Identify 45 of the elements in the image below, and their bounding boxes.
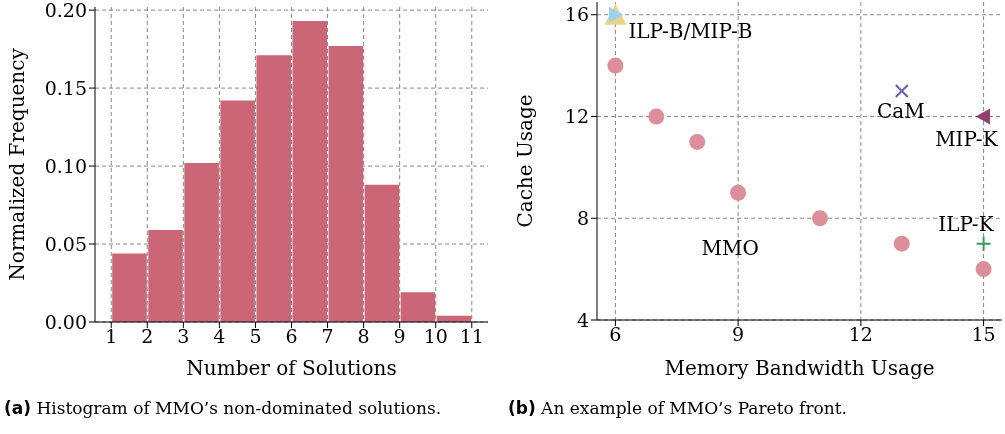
point bbox=[894, 84, 909, 99]
x-tick-label: 9 bbox=[393, 325, 406, 348]
x-tick-label: 9 bbox=[732, 323, 745, 346]
x-tick-label: 7 bbox=[321, 325, 334, 348]
point bbox=[893, 235, 910, 252]
y-tick-label: 4 bbox=[576, 308, 589, 331]
x-tick-label: 1 bbox=[105, 325, 118, 348]
point bbox=[648, 108, 665, 125]
series-label: ILP-K bbox=[938, 211, 995, 236]
point bbox=[689, 133, 706, 150]
y-tick-label: 0.15 bbox=[44, 76, 87, 99]
x-tick-label: 5 bbox=[249, 325, 262, 348]
y-tick-label: 0.20 bbox=[44, 0, 87, 21]
series-label: ILP-B/MIP-B bbox=[628, 18, 753, 43]
text: (b) An example of MMO’s Pareto front. bbox=[508, 398, 847, 418]
x-tick-label: 15 bbox=[971, 323, 996, 346]
y-tick-label: 0.00 bbox=[44, 310, 87, 333]
x-tick-label: 4 bbox=[213, 325, 226, 348]
point bbox=[975, 235, 992, 252]
x-tick-label: 12 bbox=[848, 323, 873, 346]
point bbox=[975, 261, 992, 278]
series-label: MIP-K bbox=[935, 127, 999, 152]
point bbox=[607, 57, 624, 74]
series-label: MMO bbox=[701, 235, 759, 260]
x-tick-label: 3 bbox=[177, 325, 190, 348]
y-tick-label: 16 bbox=[564, 3, 589, 26]
point bbox=[811, 210, 828, 227]
x-tick-label: 11 bbox=[459, 325, 484, 348]
x-tick-label: 10 bbox=[423, 325, 448, 348]
x-tick-label: 6 bbox=[609, 323, 622, 346]
point bbox=[975, 108, 990, 125]
x-tick-label: 2 bbox=[141, 325, 154, 348]
point bbox=[730, 184, 747, 201]
text: (a) Histogram of MMO’s non-dominated solutions. bbox=[4, 398, 442, 418]
x-axis-title: Memory Bandwidth Usage bbox=[664, 356, 935, 380]
y-axis-title: Normalized Frequency bbox=[5, 47, 29, 281]
x-tick-label: 8 bbox=[357, 325, 370, 348]
y-tick-label: 0.10 bbox=[44, 154, 87, 177]
y-axis-title: Cache Usage bbox=[513, 94, 537, 228]
x-axis-title: Number of Solutions bbox=[186, 356, 397, 380]
y-tick-label: 12 bbox=[564, 105, 589, 128]
y-tick-label: 8 bbox=[576, 206, 589, 229]
x-tick-label: 6 bbox=[285, 325, 298, 348]
y-tick-label: 0.05 bbox=[44, 232, 87, 255]
series-label: CaM bbox=[876, 99, 925, 124]
